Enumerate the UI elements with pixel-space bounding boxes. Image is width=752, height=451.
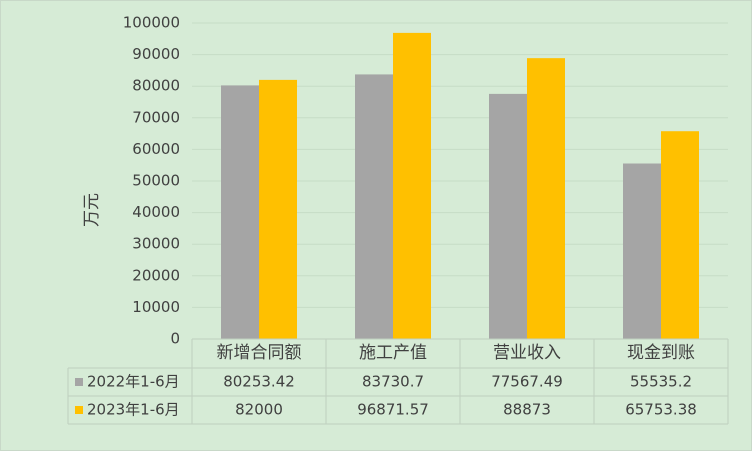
- y-axis-label: 万元: [82, 193, 102, 227]
- y-tick-label: 60000: [132, 140, 180, 158]
- bar: [221, 85, 259, 339]
- y-tick-label: 50000: [132, 172, 180, 190]
- bar: [623, 163, 661, 339]
- bar: [355, 74, 393, 340]
- table-value: 83730.7: [362, 373, 424, 391]
- y-tick-label: 40000: [132, 203, 180, 221]
- legend-swatch: [75, 378, 83, 386]
- legend-label: 2023年1-6月: [87, 401, 180, 419]
- y-tick-label: 10000: [132, 298, 180, 316]
- table-value: 80253.42: [223, 373, 295, 391]
- y-tick-label: 30000: [132, 235, 180, 253]
- table-value: 88873: [503, 401, 551, 419]
- y-tick-label: 70000: [132, 108, 180, 126]
- x-tick-label: 施工产值: [359, 343, 427, 363]
- x-tick-label: 新增合同额: [217, 343, 302, 363]
- y-tick-label: 100000: [123, 14, 180, 32]
- bar: [259, 79, 297, 339]
- bar: [661, 131, 699, 339]
- table-value: 65753.38: [625, 401, 697, 419]
- y-tick-label: 90000: [132, 45, 180, 63]
- y-tick-label: 80000: [132, 77, 180, 95]
- table-value: 96871.57: [357, 401, 429, 419]
- legend-swatch: [75, 406, 83, 414]
- x-tick-label: 现金到账: [627, 343, 695, 363]
- y-tick-label: 0: [170, 330, 180, 348]
- table-value: 55535.2: [630, 373, 692, 391]
- legend-label: 2022年1-6月: [87, 373, 180, 391]
- table-value: 77567.49: [491, 373, 563, 391]
- bar: [489, 93, 527, 339]
- x-tick-label: 营业收入: [493, 343, 561, 363]
- y-tick-label: 20000: [132, 266, 180, 284]
- bar: [393, 32, 431, 340]
- bar: [527, 58, 565, 340]
- table-value: 82000: [235, 401, 283, 419]
